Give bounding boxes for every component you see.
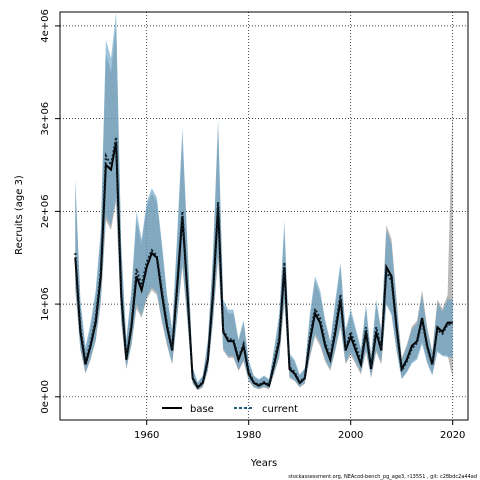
confidence-bands	[75, 12, 453, 391]
footer-credit: stockassessment.org, NEAcod-bench_pg_age…	[288, 474, 477, 480]
x-axis-ticks: 1960 1980 2000 2020	[134, 420, 465, 441]
band-current	[75, 12, 453, 390]
series-lines	[74, 136, 453, 390]
legend: base current	[162, 404, 298, 415]
x-tick-label: 2020	[440, 430, 465, 441]
x-tick-label: 2000	[338, 430, 363, 441]
legend-base-label: base	[190, 404, 214, 415]
y-tick-label: 3e+06	[40, 102, 51, 136]
y-tick-label: 4e+06	[40, 9, 51, 43]
x-axis-title: Years	[250, 458, 277, 469]
plot-frame	[59, 11, 469, 421]
y-tick-label: 2e+06	[40, 195, 51, 229]
x-tick-label: 1980	[236, 430, 261, 441]
y-tick-label: 1e+06	[40, 287, 51, 321]
x-tick-label: 1960	[134, 430, 159, 441]
y-tick-label: 0e+00	[40, 380, 51, 414]
y-axis-ticks: 0e+00 1e+06 2e+06 3e+06 4e+06	[40, 9, 60, 414]
y-axis-title: Recruits (age 3)	[14, 175, 25, 255]
line-current	[74, 136, 453, 389]
legend-current-label: current	[262, 404, 298, 415]
